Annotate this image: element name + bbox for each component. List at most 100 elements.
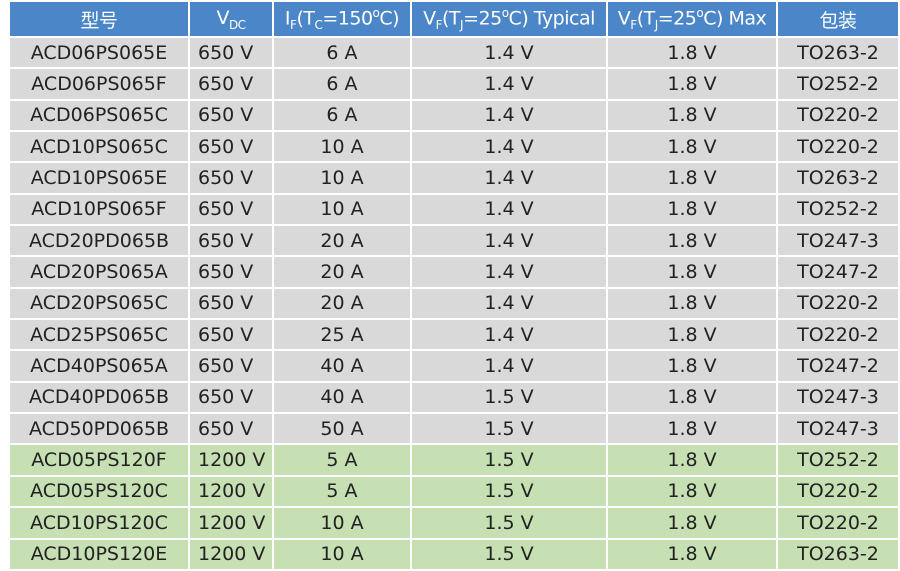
table-row: ACD40PS065A 650 V 40 A 1.4 V 1.8 V TO247-2 — [8, 349, 900, 383]
header-cell: VDC — [188, 0, 274, 38]
table-cell: 1.8 V — [606, 161, 778, 195]
table-cell: 650 V — [188, 130, 274, 164]
header-text: F — [630, 18, 637, 33]
table-cell: 1.8 V — [606, 380, 778, 415]
table-cell: 1.4 V — [410, 318, 608, 352]
header-text: C) Typical — [508, 7, 596, 30]
table-cell: 1.5 V — [410, 506, 608, 540]
header-text: I — [284, 7, 291, 30]
table-cell: ACD20PS065A — [8, 255, 190, 289]
table-cell: ACD40PS065A — [8, 349, 190, 383]
table-cell: ACD20PD065B — [8, 224, 190, 258]
table-cell: 1200 V — [188, 474, 274, 509]
header-cell: VF(TJ=25oC) Max — [606, 0, 778, 38]
table-cell: ACD05PS120C — [8, 474, 190, 509]
table-row: ACD20PS065A 650 V 20 A 1.4 V 1.8 V TO247-2 — [8, 255, 900, 289]
header-text: J — [460, 18, 464, 33]
table-cell: TO247-3 — [776, 412, 900, 446]
header-text: (T — [442, 7, 461, 30]
table-cell: 6 A — [272, 67, 412, 101]
table-row: ACD20PS065C 650 V 20 A 1.4 V 1.8 V TO220-2 — [8, 286, 900, 321]
table-row: ACD10PS065F 650 V 10 A 1.4 V 1.8 V TO252-2 — [8, 192, 900, 227]
header-row: 型号 VDC IF(TC=150oC) VF(TJ=25oC) Typical VF(T… — [8, 0, 900, 38]
table-cell: 1.5 V — [410, 380, 608, 415]
table-cell: 650 V — [188, 349, 274, 383]
table-row: ACD20PD065B 650 V 20 A 1.4 V 1.8 V TO247-3 — [8, 224, 900, 258]
table-cell: 5 A — [272, 474, 412, 509]
table-cell: 1.5 V — [410, 443, 608, 477]
table-cell: TO220-2 — [776, 98, 900, 133]
table-cell: 650 V — [188, 255, 274, 289]
table-cell: 10 A — [272, 506, 412, 540]
table-cell: TO247-2 — [776, 349, 900, 383]
spec-table: 型号 VDC IF(TC=150oC) VF(TJ=25oC) Typical VF(T… — [8, 0, 900, 571]
header-text: F — [435, 18, 443, 33]
header-text: C) — [379, 7, 400, 30]
table-row: ACD10PS065E 650 V 10 A 1.4 V 1.8 V TO263-2 — [8, 161, 900, 195]
table-cell: 1.8 V — [606, 67, 778, 101]
table-cell: 650 V — [188, 412, 274, 446]
table-cell: 1.8 V — [606, 224, 778, 258]
table-cell: 650 V — [188, 286, 274, 321]
table-cell: ACD20PS065C — [8, 286, 190, 321]
table-cell: ACD50PD065B — [8, 412, 190, 446]
table-cell: 650 V — [188, 380, 274, 415]
table-cell: ACD10PS065E — [8, 161, 190, 195]
table-cell: 1.4 V — [410, 98, 608, 133]
table-cell: TO263-2 — [776, 35, 900, 70]
table-cell: TO252-2 — [776, 192, 900, 227]
table-cell: TO220-2 — [776, 474, 900, 509]
table-cell: 40 A — [272, 380, 412, 415]
table-cell: TO263-2 — [776, 161, 900, 195]
table-cell: 650 V — [188, 35, 274, 70]
table-cell: 1.4 V — [410, 255, 608, 289]
table-cell: 1.8 V — [606, 255, 778, 289]
table-cell: 1.4 V — [410, 130, 608, 164]
header-text: DC — [228, 17, 246, 32]
table-cell: 50 A — [272, 412, 412, 446]
table-row: ACD25PS065C 650 V 25 A 1.4 V 1.8 V TO220-2 — [8, 318, 900, 352]
table-cell: 1.8 V — [606, 35, 778, 70]
header-text: o — [696, 5, 704, 20]
table-cell: 1200 V — [188, 537, 274, 571]
header-text: =25 — [463, 7, 502, 30]
table-cell: 10 A — [272, 161, 412, 195]
table-cell: 1.5 V — [410, 537, 608, 571]
table-cell: 1.8 V — [606, 318, 778, 352]
table-cell: 1.5 V — [410, 412, 608, 446]
table-cell: 20 A — [272, 224, 412, 258]
table-row: ACD50PD065B 650 V 50 A 1.5 V 1.8 V TO247-3 — [8, 412, 900, 446]
table-cell: 1.8 V — [606, 537, 778, 571]
table-cell: TO247-2 — [776, 255, 900, 289]
table-cell: 20 A — [272, 286, 412, 321]
table-cell: 10 A — [272, 130, 412, 164]
table-row: ACD10PS065C 650 V 10 A 1.4 V 1.8 V TO220-2 — [8, 130, 900, 164]
table-cell: ACD10PS065F — [8, 192, 190, 227]
table-cell: 1200 V — [188, 443, 274, 477]
table-row: ACD40PD065B 650 V 40 A 1.5 V 1.8 V TO247-3 — [8, 380, 900, 415]
table-cell: TO247-3 — [776, 224, 900, 258]
table-cell: 1.5 V — [410, 474, 608, 509]
table-cell: ACD40PD065B — [8, 380, 190, 415]
header-text: 型号 — [80, 9, 118, 32]
table-cell: TO247-3 — [776, 380, 900, 415]
table-cell: ACD05PS120F — [8, 443, 190, 477]
table-cell: TO220-2 — [776, 130, 900, 164]
header-text: 包装 — [819, 9, 857, 32]
table-cell: ACD25PS065C — [8, 318, 190, 352]
table-cell: 1.4 V — [410, 349, 608, 383]
table-cell: 1.8 V — [606, 349, 778, 383]
header-text: V — [216, 6, 229, 29]
header-cell: IF(TC=150oC) — [272, 0, 412, 38]
table-cell: 6 A — [272, 35, 412, 70]
header-text: o — [372, 5, 380, 20]
header-text: C — [314, 18, 323, 33]
table-cell: TO220-2 — [776, 506, 900, 540]
table-cell: 1.4 V — [410, 67, 608, 101]
table-cell: ACD10PS120C — [8, 506, 190, 540]
header-text: F — [290, 18, 297, 33]
header-text: =150 — [322, 7, 373, 30]
